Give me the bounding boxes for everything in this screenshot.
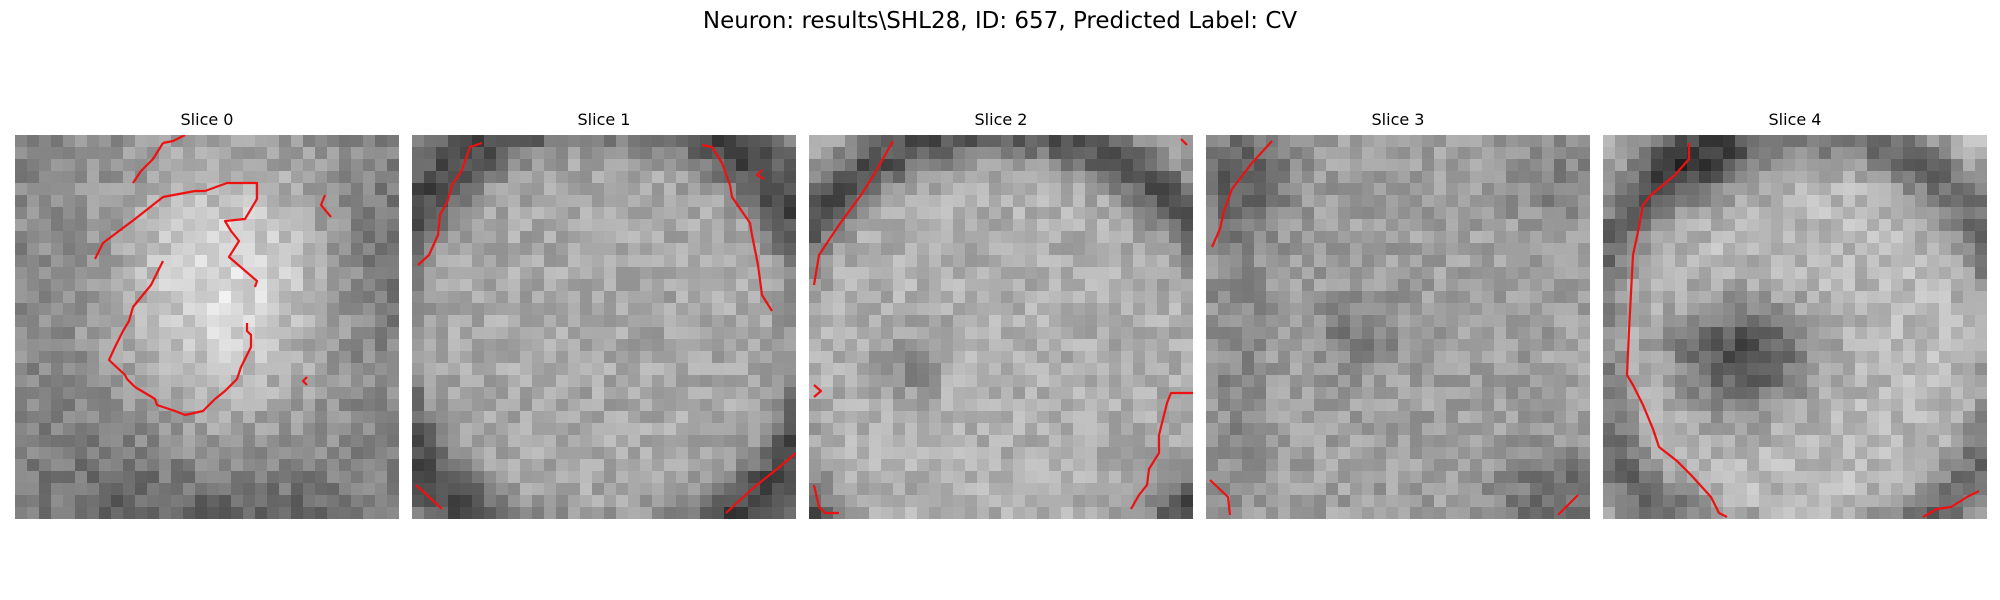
slice-0-label: Slice 0 xyxy=(180,110,234,129)
slice-3-label: Slice 3 xyxy=(1371,110,1425,129)
slice-2-image xyxy=(809,135,1193,519)
slice-4-label: Slice 4 xyxy=(1768,110,1822,129)
slice-2-panel: Slice 2 xyxy=(809,110,1193,520)
slice-3-image xyxy=(1206,135,1590,519)
slice-1-label: Slice 1 xyxy=(577,110,631,129)
slice-1-contour xyxy=(415,141,796,514)
slice-4-image xyxy=(1603,135,1987,519)
slice-1-image xyxy=(412,135,796,519)
slice-4-contour xyxy=(1625,143,1980,518)
slice-0-contour xyxy=(94,135,332,417)
slice-3-contour xyxy=(1209,140,1579,516)
slice-1-panel: Slice 1 xyxy=(412,110,796,520)
slice-0-image xyxy=(15,135,399,519)
slice-2-contour xyxy=(812,138,1193,515)
slice-2-label: Slice 2 xyxy=(974,110,1028,129)
slice-0-panel: Slice 0 xyxy=(15,110,399,520)
figure-title: Neuron: results\SHL28, ID: 657, Predicte… xyxy=(702,8,1298,34)
slice-4-panel: Slice 4 xyxy=(1603,110,1987,520)
slice-3-panel: Slice 3 xyxy=(1206,110,1590,520)
